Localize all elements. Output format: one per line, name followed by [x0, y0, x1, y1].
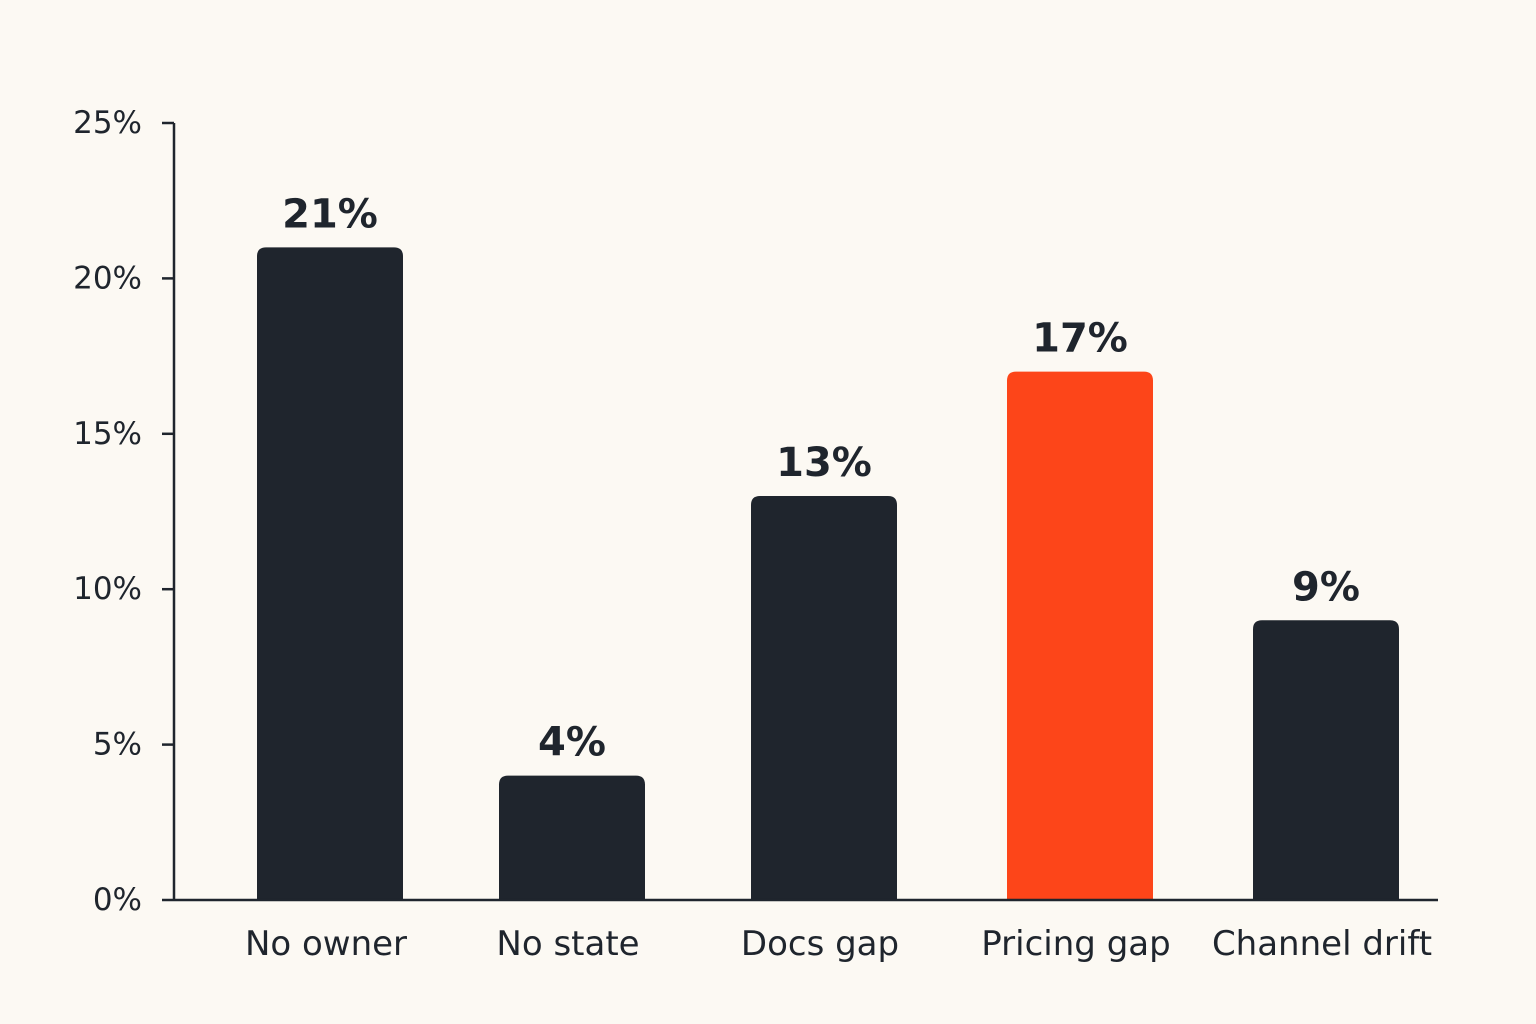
bar-no-owner — [257, 247, 403, 900]
y-tick-label: 10% — [73, 571, 142, 607]
bar-value-label: 4% — [538, 720, 606, 766]
category-label: Channel drift — [1212, 924, 1432, 964]
bar-value-label: 13% — [776, 440, 872, 486]
bar-value-label: 9% — [1292, 564, 1360, 610]
bar-pricing-gap — [1007, 371, 1153, 900]
bar-no-state — [499, 775, 645, 900]
bars — [257, 247, 1399, 900]
category-labels: No owner No state Docs gap Pricing gap Chann… — [245, 924, 1432, 964]
value-labels: 21% 4% 13% 17% 9% — [282, 191, 1360, 765]
y-tick-label: 0% — [93, 882, 142, 918]
y-tick-label: 15% — [73, 416, 142, 452]
y-tick-label: 25% — [73, 105, 142, 141]
category-label: Docs gap — [741, 924, 899, 964]
category-label: No owner — [245, 924, 407, 964]
category-label: No state — [496, 924, 639, 964]
y-axis-ticks: 0% 5% 10% 15% 20% 25% — [73, 105, 174, 918]
y-tick-label: 20% — [73, 260, 142, 296]
bar-value-label: 21% — [282, 191, 378, 237]
bar-channel-drift — [1253, 620, 1399, 900]
bar-docs-gap — [751, 495, 897, 900]
y-tick-label: 5% — [93, 727, 142, 763]
bar-value-label: 17% — [1032, 316, 1128, 362]
category-label: Pricing gap — [981, 924, 1170, 964]
